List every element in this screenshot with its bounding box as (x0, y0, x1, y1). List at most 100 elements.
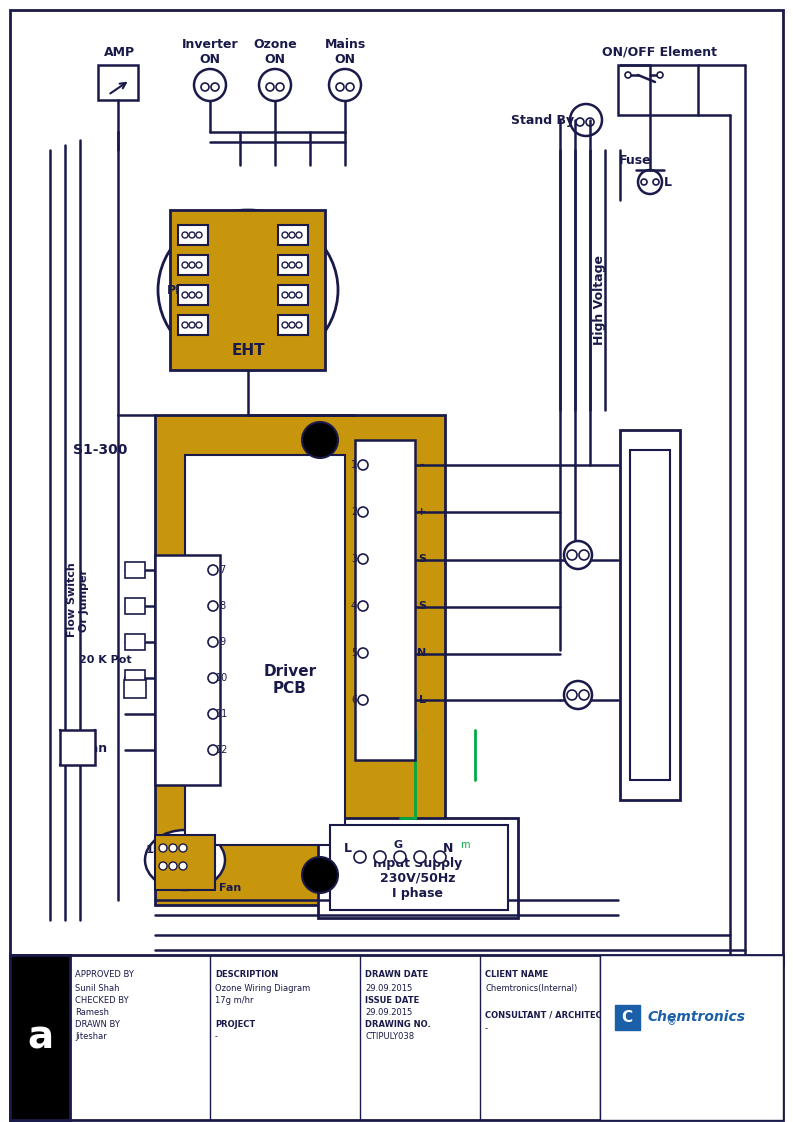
Bar (355, 440, 415, 760)
Text: CLIENT NAME: CLIENT NAME (485, 971, 548, 980)
Circle shape (641, 180, 647, 185)
Circle shape (346, 83, 354, 91)
Text: 8: 8 (219, 601, 225, 611)
Circle shape (159, 844, 167, 852)
Circle shape (296, 322, 302, 328)
Circle shape (336, 83, 344, 91)
Text: 3: 3 (351, 554, 357, 564)
Text: 10: 10 (216, 673, 228, 683)
Text: 20 K Pot: 20 K Pot (79, 655, 132, 665)
Circle shape (282, 232, 288, 238)
Circle shape (374, 850, 386, 863)
Bar (620, 430, 680, 800)
Circle shape (358, 649, 368, 657)
Text: DRAWN DATE: DRAWN DATE (365, 971, 428, 980)
Text: 4: 4 (351, 601, 357, 611)
Circle shape (189, 322, 195, 328)
Text: m: m (460, 840, 469, 850)
Circle shape (638, 171, 662, 194)
Text: Fan: Fan (82, 742, 108, 754)
Circle shape (358, 695, 368, 705)
Text: Mains
ON: Mains ON (324, 38, 366, 66)
Text: Inverter
ON: Inverter ON (182, 38, 239, 66)
Circle shape (289, 322, 295, 328)
Text: N: N (442, 842, 453, 855)
Circle shape (189, 292, 195, 298)
Circle shape (564, 541, 592, 569)
Circle shape (289, 232, 295, 238)
Circle shape (653, 180, 659, 185)
Text: DRAWN BY: DRAWN BY (75, 1020, 120, 1029)
Bar (178, 315, 208, 335)
Text: DESCRIPTION: DESCRIPTION (215, 971, 278, 980)
Circle shape (358, 554, 368, 564)
Text: C: C (622, 1010, 633, 1024)
Text: 1: 1 (351, 460, 357, 470)
Text: -: - (215, 1032, 218, 1041)
Bar (155, 415, 445, 905)
Bar (178, 255, 208, 275)
Circle shape (159, 862, 167, 870)
Circle shape (211, 83, 219, 91)
Circle shape (579, 550, 589, 560)
Circle shape (579, 690, 589, 700)
Circle shape (189, 263, 195, 268)
Bar (125, 634, 145, 650)
Bar (178, 285, 208, 305)
Text: High Voltage: High Voltage (593, 255, 607, 344)
Circle shape (354, 850, 366, 863)
Text: DRAWING NO.: DRAWING NO. (365, 1020, 431, 1029)
Text: EHT: EHT (232, 342, 265, 358)
Circle shape (576, 118, 584, 126)
Circle shape (201, 83, 209, 91)
Text: a: a (27, 1019, 53, 1057)
Bar (125, 670, 145, 686)
Text: L: L (344, 842, 352, 855)
Circle shape (570, 104, 602, 136)
Text: 7: 7 (219, 565, 225, 574)
Circle shape (296, 292, 302, 298)
Bar (170, 210, 325, 370)
Circle shape (567, 690, 577, 700)
Text: ISSUE DATE: ISSUE DATE (365, 996, 419, 1005)
Text: 5: 5 (351, 649, 357, 657)
Circle shape (208, 637, 218, 647)
Text: 11: 11 (216, 709, 228, 719)
Text: -: - (419, 460, 424, 470)
Circle shape (289, 263, 295, 268)
Bar (330, 825, 508, 910)
Circle shape (302, 857, 338, 893)
Text: Stand By: Stand By (511, 113, 575, 127)
Ellipse shape (145, 830, 225, 890)
Circle shape (296, 263, 302, 268)
Text: 230V: 230V (178, 880, 206, 890)
Bar (10, 955, 783, 1120)
Circle shape (182, 322, 188, 328)
Ellipse shape (158, 210, 338, 370)
Circle shape (196, 232, 202, 238)
Circle shape (266, 83, 274, 91)
Text: 6: 6 (351, 695, 357, 705)
Circle shape (329, 68, 361, 101)
Text: S: S (418, 554, 426, 564)
Circle shape (182, 292, 188, 298)
Circle shape (625, 72, 631, 79)
Text: 12: 12 (216, 745, 228, 755)
Text: Chemtronics(Internal): Chemtronics(Internal) (485, 984, 577, 993)
Circle shape (189, 232, 195, 238)
Circle shape (289, 292, 295, 298)
Bar (278, 226, 308, 245)
Text: +: + (417, 507, 427, 517)
Circle shape (169, 862, 177, 870)
Circle shape (282, 292, 288, 298)
Circle shape (276, 83, 284, 91)
Circle shape (358, 601, 368, 611)
Circle shape (657, 72, 663, 79)
Text: Jiteshar: Jiteshar (75, 1032, 107, 1041)
Circle shape (259, 68, 291, 101)
Bar (10, 955, 70, 1120)
Circle shape (394, 850, 406, 863)
Bar (618, 65, 698, 114)
Circle shape (179, 862, 187, 870)
Bar (124, 680, 146, 698)
